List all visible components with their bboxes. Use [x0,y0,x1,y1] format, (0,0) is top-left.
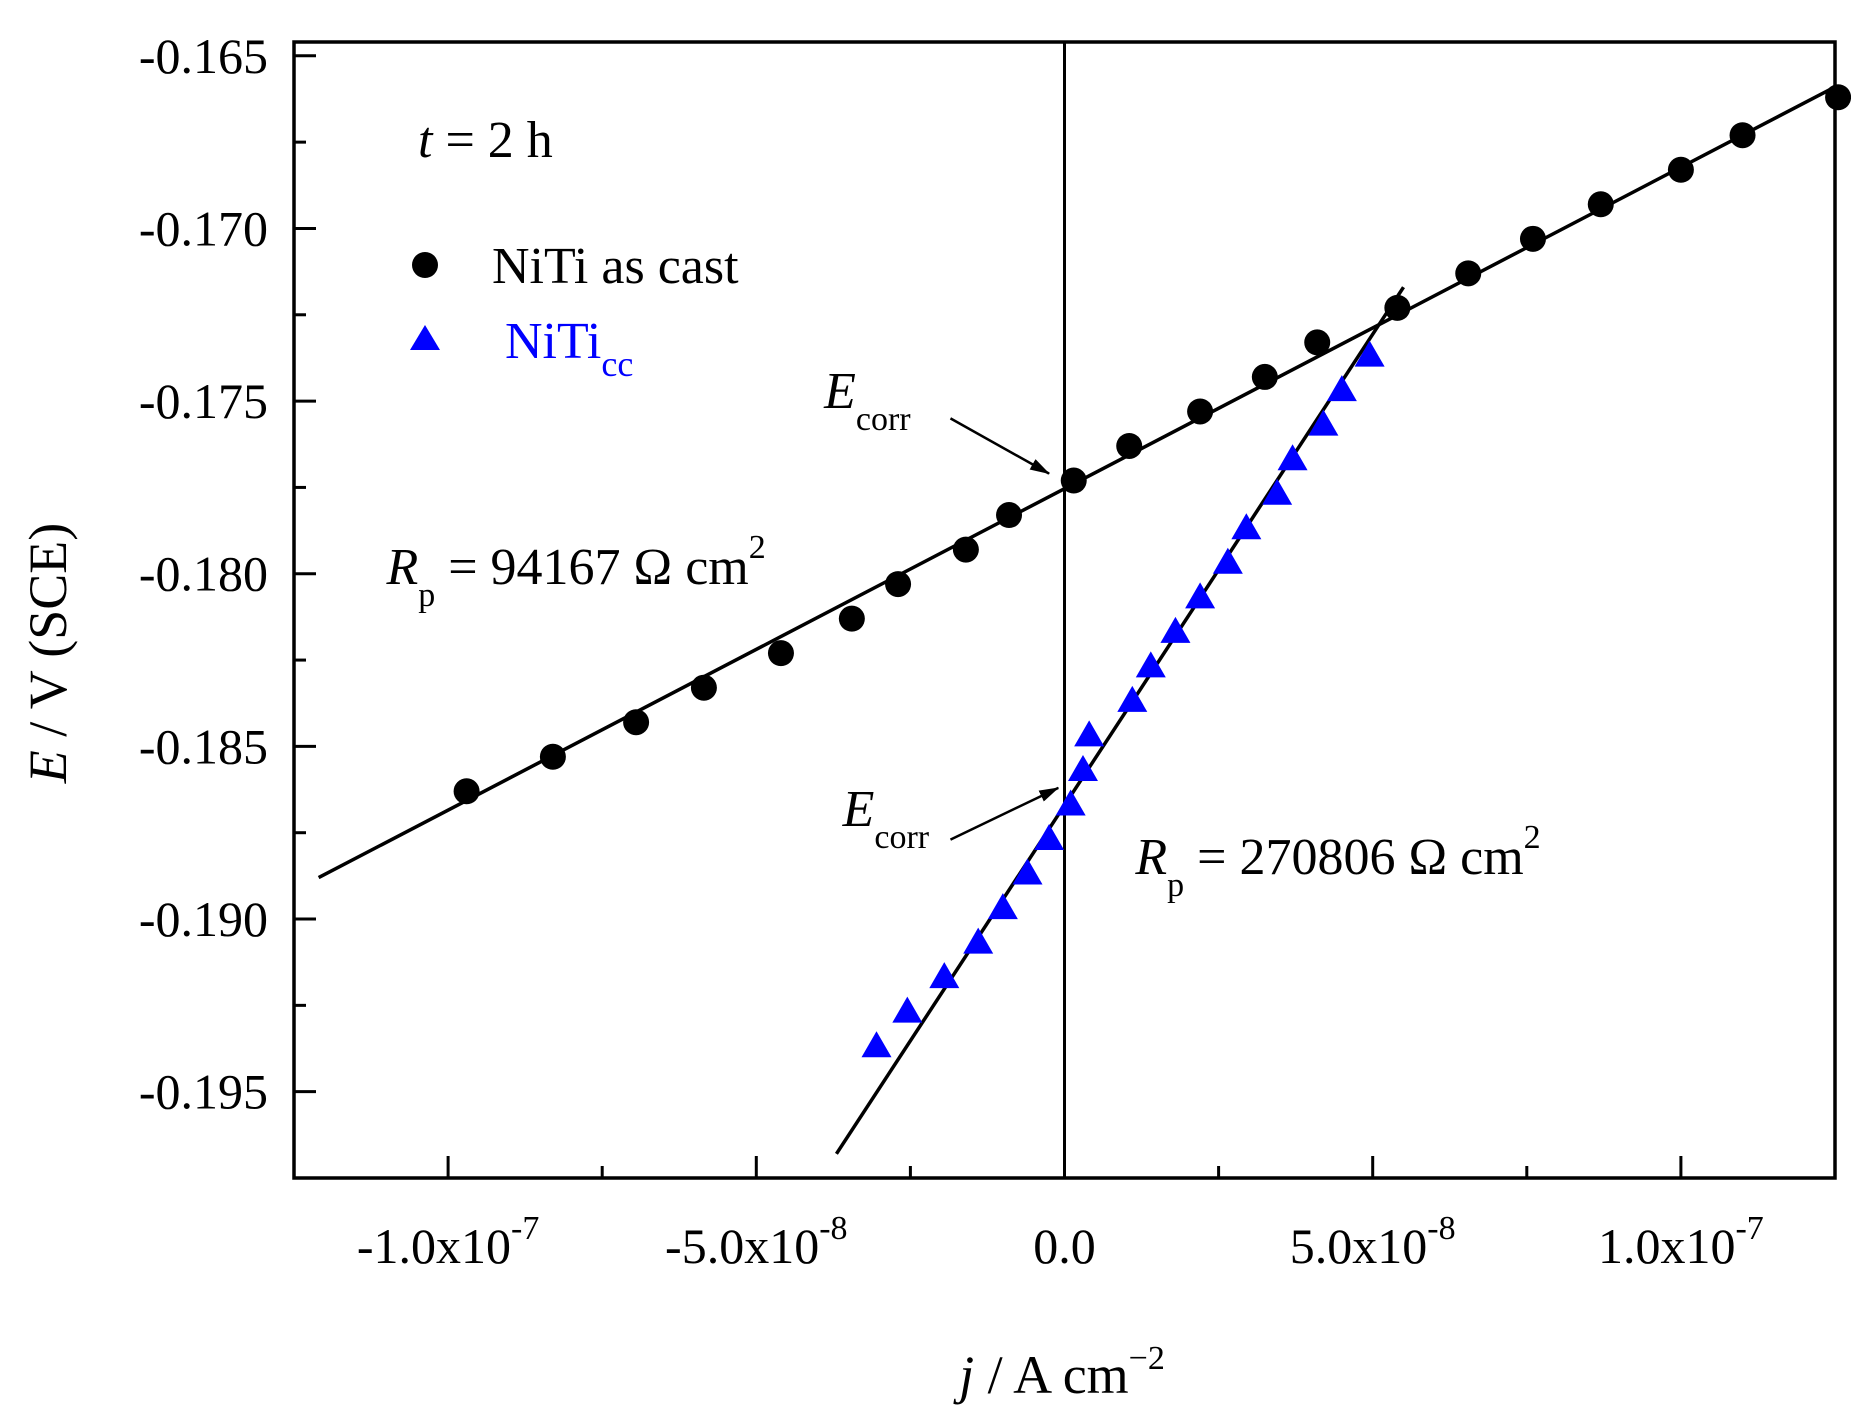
legend-label-as-cast: NiTi as cast [492,238,739,295]
point-cc-3 [963,927,994,954]
point-as-cast-13 [1304,329,1331,356]
x-tick-label-3: 5.0x10-8 [1290,1210,1456,1274]
point-as-cast-20 [1825,84,1851,111]
point-cc-17 [1277,444,1308,471]
point-as-cast-5 [838,605,865,632]
point-cc-4 [987,893,1018,920]
point-as-cast-19 [1729,122,1756,149]
y-tick-labels: -0.165 -0.170 -0.175 -0.180 -0.185 -0.190 -0.1… [139,28,268,1120]
point-as-cast-8 [996,502,1023,529]
point-cc-2 [929,962,960,989]
x-tick-labels: -1.0x10-7 -5.0x10-8 0.0 5.0x10-8 1.0x10-7 [357,1210,1764,1274]
axis-ticks [294,54,1683,1178]
annotation-rp1: Rp = 94167 Ω cm2 [385,529,765,614]
point-as-cast-0 [453,778,480,805]
point-cc-8 [1067,754,1098,781]
y-tick-label-2: -0.175 [139,373,268,429]
point-cc-15 [1231,513,1262,540]
point-cc-0 [861,1031,892,1058]
point-cc-12 [1160,616,1191,643]
point-as-cast-15 [1455,260,1482,287]
point-cc-1 [892,996,923,1023]
y-tick-label-5: -0.190 [139,891,268,947]
point-cc-19 [1326,375,1357,402]
point-as-cast-17 [1587,191,1614,218]
legend-marker-cc [410,325,440,350]
y-axis-title: E / V (SCE) [18,523,78,785]
legend-label-cc: NiTicc [505,313,633,384]
x-tick-label-0: -1.0x10-7 [357,1210,539,1274]
point-as-cast-18 [1667,156,1694,183]
legend: NiTi as cast NiTicc [410,238,739,384]
annotation-rp2: Rp = 270806 Ω cm2 [1134,819,1540,904]
point-cc-20 [1354,340,1385,367]
point-cc-16 [1262,478,1293,505]
y-tick-label-6: -0.195 [139,1064,268,1120]
x-axis-title: j / A cm−2 [953,1340,1165,1405]
fit-line-1 [834,286,1405,1155]
annotation-ecorr2: Ecorr [842,781,930,856]
annotation-ecorr1: Ecorr [823,363,911,438]
point-as-cast-1 [539,743,566,770]
point-cc-5 [1012,858,1043,885]
legend-marker-as-cast [412,252,438,278]
point-as-cast-6 [885,571,912,598]
y-tick-label-4: -0.185 [139,718,268,774]
point-as-cast-2 [623,709,650,736]
annotation-arrow-ecorr2 [949,786,1060,841]
x-tick-label-1: -5.0x10-8 [665,1210,847,1274]
point-as-cast-10 [1116,432,1143,459]
point-as-cast-11 [1187,398,1214,425]
annotations: Ecorr Ecorr Rp = 94167 Ω cm2 Rp = 270806 Ω … [385,363,1540,904]
point-as-cast-7 [952,536,979,563]
point-cc-9 [1074,720,1105,747]
x-tick-label-4: 1.0x10-7 [1598,1210,1764,1274]
annotation-arrow-ecorr1 [949,417,1050,475]
y-tick-label-3: -0.180 [139,546,268,602]
point-cc-18 [1308,409,1339,436]
data-points [453,84,1851,1058]
point-as-cast-3 [690,674,717,701]
point-cc-6 [1034,824,1065,851]
y-tick-label-0: -0.165 [139,28,268,84]
point-as-cast-14 [1384,294,1411,321]
time-label: t = 2 h [418,112,553,169]
point-cc-11 [1135,651,1166,678]
point-as-cast-4 [767,640,794,667]
y-tick-label-1: -0.170 [139,200,268,256]
point-cc-10 [1117,685,1148,712]
point-cc-13 [1185,582,1216,609]
point-as-cast-12 [1251,363,1278,390]
point-cc-7 [1055,789,1086,816]
point-as-cast-16 [1519,225,1546,252]
point-cc-14 [1212,547,1243,574]
point-as-cast-9 [1060,467,1087,494]
x-tick-label-2: 0.0 [1033,1218,1096,1274]
